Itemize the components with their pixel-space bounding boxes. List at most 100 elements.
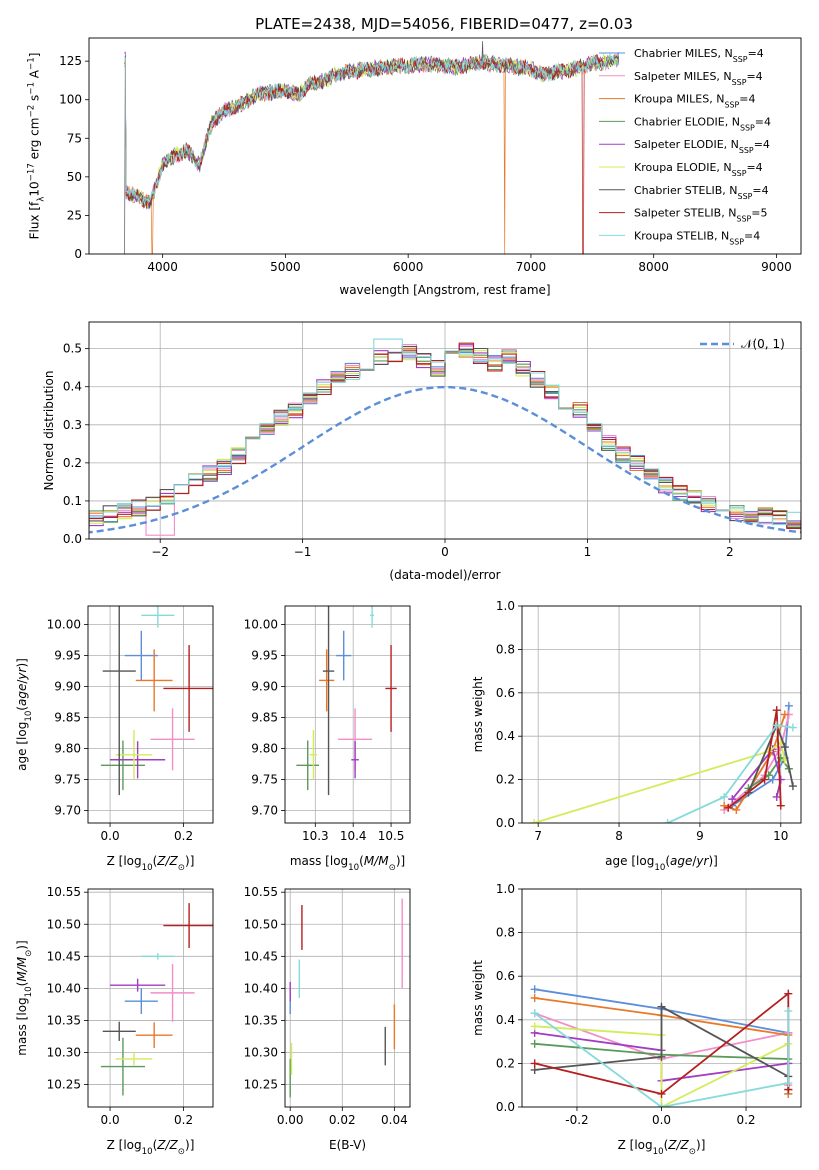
legend-entry: Kroupa MILES, NSSP=4 — [634, 93, 755, 110]
x-tick-label: 4000 — [147, 260, 178, 274]
errorbar-chabrier-miles — [124, 988, 158, 1015]
series-marker — [780, 743, 789, 752]
y-tick-label: 10.30 — [244, 1046, 278, 1060]
x-tick-label: 8000 — [638, 260, 669, 274]
y-axis-label: Normed distribution — [42, 371, 56, 491]
axes-frame — [521, 888, 802, 1108]
y-tick-label: 0.0 — [496, 816, 515, 830]
series-marker — [728, 795, 737, 804]
series-salpeter-stelib — [724, 706, 785, 812]
x-tick-label: 0.0 — [101, 1113, 120, 1127]
panel-weight_vs_age: 7 8 9 10 0.0 0.2 0.4 0.6 0.8 1.0 mass weight age [l… — [471, 599, 802, 873]
y-tick-label: 9.90 — [54, 680, 81, 694]
x-tick-label: 0.02 — [329, 1113, 356, 1127]
series-marker — [784, 989, 793, 998]
y-tick-label: 0.8 — [496, 926, 515, 940]
plot-area — [530, 701, 797, 823]
x-tick-label: 10.5 — [378, 829, 405, 843]
series-marker — [776, 775, 785, 784]
x-tick-label: 1 — [584, 545, 592, 559]
spectrum-line-kroupa-stelib — [124, 53, 620, 207]
y-tick-label: 0.8 — [496, 642, 515, 656]
panel-weight_vs_Z: -0.2 0.0 0.2 0.0 0.2 0.4 0.6 0.8 1.0 mass weight Z… — [471, 882, 802, 1157]
errorbar-chabrier-miles — [124, 630, 158, 681]
errorbar-chabrier-stelib — [102, 606, 136, 796]
y-tick-label: 10.40 — [244, 981, 278, 995]
x-tick-label: 0.04 — [381, 1113, 408, 1127]
histogram-salpeter-stelib — [89, 342, 801, 529]
x-tick-label: 10.3 — [302, 829, 329, 843]
y-tick-label: 9.80 — [54, 742, 81, 756]
histogram-chabrier-miles — [89, 351, 801, 530]
panel-spectrum: 4000 5000 6000 7000 8000 9000 0 25 50 75 100 125 Flu… — [27, 37, 802, 297]
x-tick-label: -0.2 — [565, 1113, 588, 1127]
series-kroupa-elodie — [530, 738, 789, 823]
series-marker — [720, 792, 729, 801]
panel-mass_vs_Z: 0.0 0.2 10.25 10.30 10.35 10.40 10.45 10.50 10.5… — [15, 885, 214, 1157]
plot-area — [530, 985, 793, 1107]
errorbar-kroupa-miles — [319, 649, 335, 712]
y-axis-label: mass [log10(M/M⊙)] — [15, 940, 34, 1055]
y-tick-label: 10.40 — [47, 981, 81, 995]
y-tick-label: 0.2 — [496, 1056, 515, 1070]
x-axis-label: E(B-V) — [329, 1138, 366, 1152]
y-tick-label: 10.00 — [47, 618, 81, 632]
x-tick-label: 9 — [696, 829, 704, 843]
series-marker — [720, 801, 729, 810]
y-tick-label: 10.35 — [47, 1013, 81, 1027]
x-axis-label: Z [log10(Z/Z⊙)] — [618, 1138, 706, 1157]
series-marker — [530, 985, 539, 994]
errorbar-kroupa-miles — [135, 649, 173, 712]
panel-age_vs_Z: 0.0 0.2 9.70 9.75 9.80 9.85 9.90 9.95 10.00 age [… — [15, 605, 214, 873]
y-tick-label: 100 — [59, 93, 82, 107]
y-tick-label: 10.45 — [244, 949, 278, 963]
errorbar-salpeter-miles — [150, 964, 195, 1022]
y-tick-label: 0.0 — [496, 1100, 515, 1114]
x-tick-label: 7000 — [516, 260, 547, 274]
series-marker — [530, 819, 539, 823]
plot-area — [100, 606, 213, 796]
y-tick-label: 10.45 — [47, 949, 81, 963]
series-marker — [784, 1007, 793, 1016]
y-axis-label: Flux [fλ10−17 erg cm−2 s−1 A−1] — [27, 53, 47, 240]
x-tick-label: 7 — [534, 829, 542, 843]
plot-area — [89, 338, 801, 536]
errorbar-kroupa-elodie — [115, 730, 153, 780]
x-tick-label: 8 — [615, 829, 623, 843]
x-tick-label: 0.00 — [277, 1113, 304, 1127]
y-tick-label: 0.2 — [496, 773, 515, 787]
series-marker — [776, 801, 785, 810]
x-tick-label: 0.0 — [101, 829, 120, 843]
series-marker — [732, 805, 741, 814]
series-marker — [784, 701, 793, 710]
y-tick-label: 9.85 — [54, 711, 81, 725]
legend-entry: Chabrier ELODIE, NSSP=4 — [634, 115, 771, 131]
x-tick-label: −1 — [294, 545, 312, 559]
series-marker — [663, 819, 672, 823]
y-tick-label: 10.55 — [47, 885, 81, 899]
y-tick-label: 0.2 — [63, 456, 82, 470]
histogram-kroupa-stelib — [89, 338, 801, 526]
y-tick-label: 0.5 — [63, 342, 82, 356]
legend: Chabrier MILES, NSSP=4 Salpeter MILES, NS… — [599, 47, 771, 246]
normal-reference-curve — [89, 385, 801, 534]
y-tick-label: 0.3 — [63, 418, 82, 432]
series-line — [534, 1005, 789, 1078]
errorbar-salpeter-stelib — [163, 645, 213, 732]
legend-entry: Kroupa STELIB, NSSP=4 — [634, 229, 760, 246]
series-kroupa-stelib — [663, 721, 797, 823]
y-axis-label: mass weight — [471, 960, 485, 1036]
axes-frame — [87, 605, 214, 824]
y-tick-label: 9.85 — [251, 711, 278, 725]
y-tick-label: 50 — [67, 170, 82, 184]
x-tick-label: 10.4 — [340, 829, 367, 843]
errorbar-chabrier-elodie — [296, 740, 320, 791]
series-marker — [530, 1059, 539, 1068]
y-tick-label: 10.25 — [244, 1078, 278, 1092]
series-line — [723, 714, 790, 811]
series-line — [731, 747, 782, 800]
x-tick-label: 0.0 — [652, 1113, 671, 1127]
errorbar-chabrier-stelib — [102, 1021, 136, 1041]
plot-area — [296, 606, 397, 796]
